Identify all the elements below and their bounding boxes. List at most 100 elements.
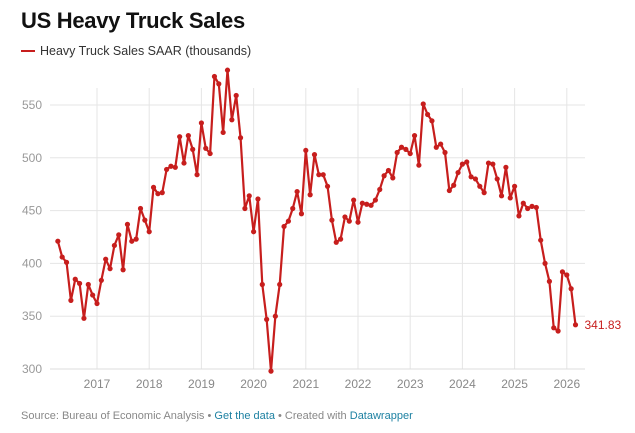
data-point	[290, 205, 296, 212]
data-point	[177, 134, 183, 140]
data-point	[329, 217, 335, 223]
data-point	[477, 183, 483, 189]
data-point	[242, 205, 248, 212]
x-tick-label: 2023	[397, 377, 424, 391]
series-line	[56, 69, 577, 373]
data-point	[533, 204, 539, 211]
x-tick-label: 2026	[553, 377, 580, 391]
get-data-link[interactable]: Get the data	[214, 410, 275, 422]
legend-label: Heavy Truck Sales SAAR (thousands)	[40, 44, 252, 58]
data-point	[194, 172, 200, 178]
x-tick-label: 2024	[449, 377, 476, 391]
data-point	[416, 162, 422, 168]
separator: •	[274, 410, 285, 422]
data-point	[181, 160, 187, 166]
data-point	[150, 184, 157, 190]
data-point	[120, 267, 126, 273]
data-point	[211, 73, 218, 80]
y-tick-label: 400	[22, 256, 42, 270]
data-point	[168, 163, 174, 169]
data-point	[490, 161, 496, 167]
data-point	[568, 286, 574, 292]
data-point	[298, 211, 305, 217]
x-tick-label: 2019	[188, 377, 215, 391]
data-point	[264, 316, 270, 322]
data-point	[351, 197, 357, 203]
source-text: Source: Bureau of Economic Analysis	[21, 410, 205, 422]
data-point	[425, 111, 431, 118]
data-point	[529, 203, 535, 209]
data-point	[155, 191, 161, 197]
data-point	[555, 328, 561, 334]
data-point	[203, 145, 209, 151]
data-point	[364, 201, 370, 207]
data-point	[525, 205, 531, 212]
data-point	[446, 187, 452, 194]
data-point	[390, 175, 396, 181]
data-point	[520, 200, 526, 206]
data-point	[516, 213, 522, 219]
separator: •	[204, 410, 215, 422]
data-point	[251, 229, 257, 235]
data-point	[68, 297, 74, 303]
data-point	[398, 144, 405, 150]
data-point	[198, 120, 204, 126]
data-point	[281, 223, 287, 230]
data-point	[63, 259, 70, 265]
data-point	[311, 152, 318, 158]
data-point	[359, 200, 365, 206]
data-point	[277, 281, 283, 288]
data-point	[124, 221, 131, 227]
end-value-label: 341.83	[585, 318, 622, 332]
data-point	[303, 147, 309, 154]
data-point	[233, 92, 239, 99]
data-point	[394, 149, 400, 156]
data-point	[368, 202, 374, 208]
data-point	[207, 150, 213, 157]
x-tick-label: 2017	[84, 377, 111, 391]
data-point	[268, 368, 274, 374]
data-point	[429, 118, 435, 124]
data-point	[94, 300, 100, 307]
data-point	[224, 67, 231, 73]
data-point	[316, 172, 322, 178]
data-point	[511, 183, 518, 189]
data-point	[472, 176, 479, 182]
chart-footer: Source: Bureau of Economic Analysis • Ge…	[21, 410, 413, 422]
created-with-text: Created with	[284, 410, 347, 422]
data-point	[142, 217, 148, 223]
data-point	[542, 260, 548, 266]
data-point	[372, 197, 378, 203]
data-point	[546, 278, 553, 284]
x-tick-label: 2025	[501, 377, 528, 391]
data-point	[464, 159, 470, 165]
data-point	[411, 133, 418, 139]
data-point	[451, 182, 457, 188]
data-point	[146, 229, 152, 235]
data-point	[285, 218, 291, 224]
data-point	[494, 176, 500, 182]
data-point	[507, 195, 513, 201]
data-point	[55, 238, 61, 244]
data-point	[259, 281, 265, 288]
data-point	[294, 188, 300, 195]
data-point	[403, 146, 409, 152]
y-tick-label: 350	[22, 309, 42, 323]
data-point	[255, 196, 261, 202]
y-tick-label: 550	[22, 98, 42, 112]
data-point	[272, 313, 278, 319]
y-tick-label: 450	[22, 204, 42, 218]
data-point	[72, 276, 78, 282]
data-point	[503, 164, 509, 170]
data-point	[468, 174, 474, 180]
data-point	[485, 160, 492, 166]
data-point	[355, 219, 361, 225]
chart-title: US Heavy Truck Sales	[21, 8, 245, 33]
data-point	[377, 186, 383, 193]
data-point	[346, 218, 352, 224]
data-point	[103, 256, 109, 262]
data-point	[338, 236, 344, 242]
line-chart: 300 350 400 450 500 550 2017 2018 2019 2020 2021 20…	[22, 67, 622, 391]
datawrapper-link[interactable]: Datawrapper	[349, 410, 413, 422]
y-tick-label: 300	[22, 362, 42, 376]
